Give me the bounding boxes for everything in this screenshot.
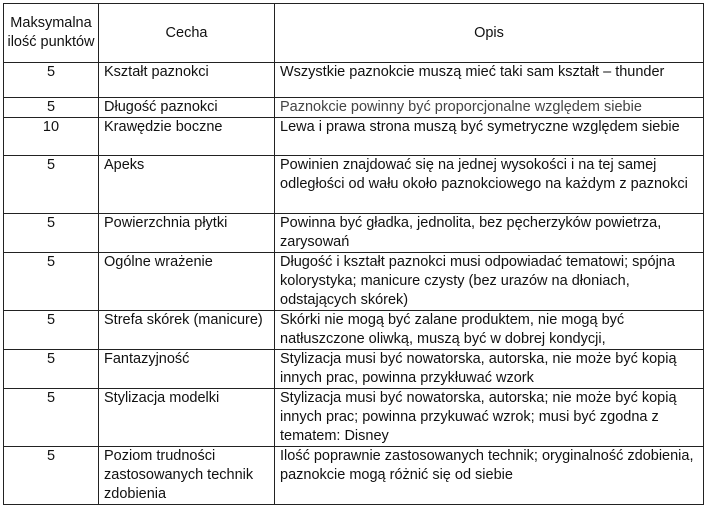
cell-description: Wszystkie paznokcie muszą mieć taki sam … <box>274 62 704 98</box>
header-description: Opis <box>274 3 704 63</box>
cell-description: Skórki nie mogą być zalane produktem, ni… <box>274 310 704 350</box>
table-row: 5 Strefa skórek (manicure) Skórki nie mogą… <box>3 310 704 350</box>
header-feature: Cecha <box>98 3 275 63</box>
cell-points: 5 <box>3 97 99 118</box>
table-row: 5 Ogólne wrażenie Długość i kształt paznok… <box>3 252 704 311</box>
cell-feature: Poziom trudności zastosowanych technik z… <box>98 446 275 505</box>
cell-feature: Stylizacja modelki <box>98 388 275 447</box>
table-row: 5 Długość paznokci Paznokcie powinny być p… <box>3 97 704 118</box>
cell-feature: Fantazyjność <box>98 349 275 389</box>
table-row: 5 Kształt paznokci Wszystkie paznokcie mus… <box>3 62 704 98</box>
cell-description: Stylizacja musi być nowatorska, autorska… <box>274 349 704 389</box>
cell-description: Długość i kształt paznokci musi odpowiad… <box>274 252 704 311</box>
cell-points: 10 <box>3 117 99 156</box>
cell-points: 5 <box>3 252 99 311</box>
table-header: Maksymalna ilość punktów Cecha Opis <box>3 3 704 63</box>
cell-points: 5 <box>3 388 99 447</box>
cell-description: Lewa i prawa strona muszą być symetryczn… <box>274 117 704 156</box>
header-points: Maksymalna ilość punktów <box>3 3 99 63</box>
cell-description: Stylizacja musi być nowatorska, autorska… <box>274 388 704 447</box>
cell-description: Powinien znajdować się na jednej wysokoś… <box>274 155 704 214</box>
cell-description: Ilość poprawnie zastosowanych technik; o… <box>274 446 704 505</box>
cell-feature: Apeks <box>98 155 275 214</box>
cell-feature: Krawędzie boczne <box>98 117 275 156</box>
cell-points: 5 <box>3 62 99 98</box>
cell-points: 5 <box>3 446 99 505</box>
table-row: 5 Fantazyjność Stylizacja musi być nowator… <box>3 349 704 389</box>
scoring-table: Maksymalna ilość punktów Cecha Opis 5 Ksz… <box>3 3 704 505</box>
cell-points: 5 <box>3 155 99 214</box>
cell-feature: Strefa skórek (manicure) <box>98 310 275 350</box>
cell-points: 5 <box>3 213 99 253</box>
table-row: 5 Apeks Powinien znajdować się na jednej w… <box>3 155 704 214</box>
cell-feature: Kształt paznokci <box>98 62 275 98</box>
cell-description: Paznokcie powinny być proporcjonalne wzg… <box>274 97 704 118</box>
table-row: 10 Krawędzie boczne Lewa i prawa strona mu… <box>3 117 704 156</box>
table-row: 5 Poziom trudności zastosowanych technik … <box>3 446 704 505</box>
cell-description: Powinna być gładka, jednolita, bez pęche… <box>274 213 704 253</box>
cell-points: 5 <box>3 310 99 350</box>
cell-feature: Ogólne wrażenie <box>98 252 275 311</box>
table-row: 5 Stylizacja modelki Stylizacja musi być n… <box>3 388 704 447</box>
cell-feature: Długość paznokci <box>98 97 275 118</box>
table-row: 5 Powierzchnia płytki Powinna być gładka, … <box>3 213 704 253</box>
cell-feature: Powierzchnia płytki <box>98 213 275 253</box>
cell-points: 5 <box>3 349 99 389</box>
